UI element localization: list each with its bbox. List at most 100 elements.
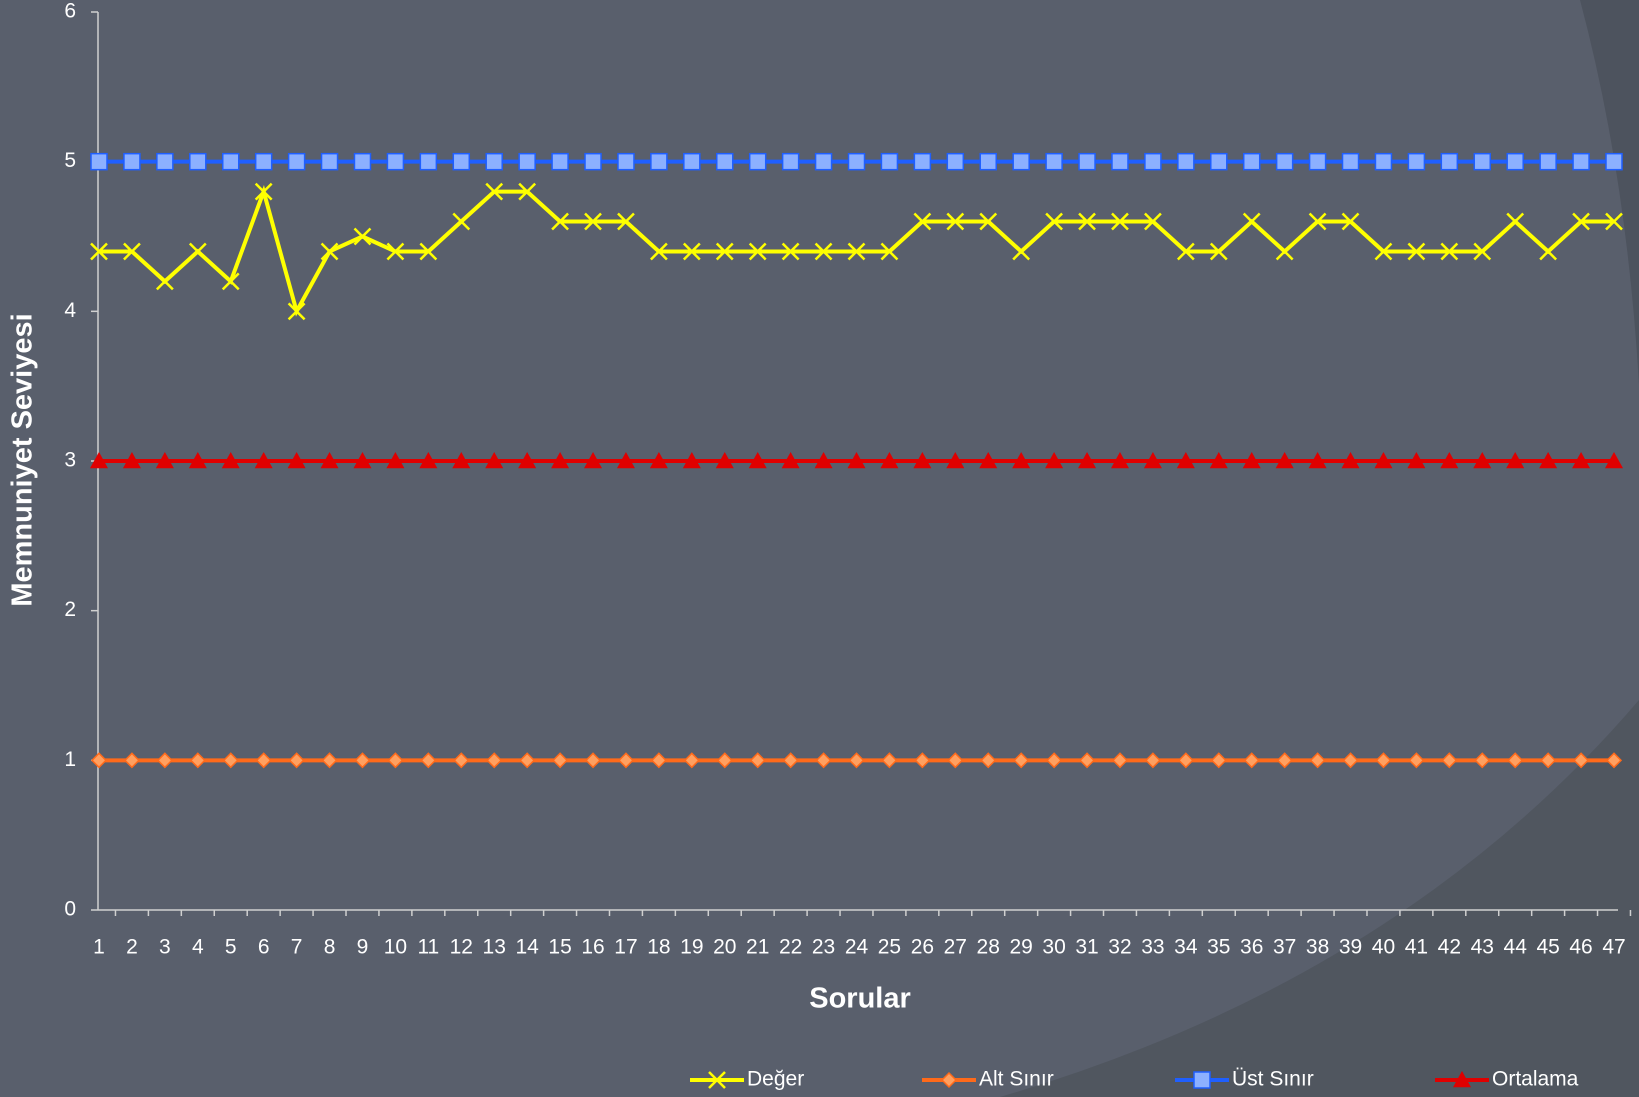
point-marker (1407, 242, 1426, 261)
point-marker (1210, 752, 1227, 769)
point-marker (1374, 242, 1393, 261)
point-marker (123, 242, 141, 261)
point-marker (1045, 452, 1064, 469)
x-tick-label: 1 (93, 936, 105, 959)
point-marker (1013, 752, 1030, 769)
point-marker (1605, 452, 1623, 469)
point-marker (940, 1071, 958, 1089)
point-marker (682, 452, 701, 469)
point-marker (287, 302, 306, 321)
point-marker (782, 752, 799, 769)
point-marker (1144, 152, 1162, 171)
point-marker (419, 152, 438, 171)
x-axis-title: Sorular (809, 983, 911, 1015)
point-marker (708, 1071, 726, 1089)
point-marker (715, 242, 734, 261)
point-marker (946, 212, 965, 231)
point-marker (814, 152, 833, 171)
x-tick-label: 6 (258, 936, 270, 959)
point-marker (1341, 152, 1360, 171)
x-tick-label: 37 (1273, 936, 1296, 959)
point-marker (584, 752, 602, 769)
point-marker (1012, 152, 1030, 171)
point-marker (551, 452, 570, 469)
point-marker (979, 152, 997, 171)
x-tick-label: 28 (977, 936, 1000, 959)
point-marker (1473, 452, 1492, 469)
point-marker (353, 152, 372, 171)
point-marker (1605, 152, 1623, 171)
point-marker (552, 752, 569, 769)
point-marker (1242, 152, 1261, 171)
point-marker (1506, 152, 1524, 171)
x-tick-label: 4 (192, 936, 204, 959)
point-marker (716, 152, 734, 171)
point-marker (221, 452, 240, 469)
point-marker (485, 182, 504, 201)
point-marker (1144, 752, 1161, 769)
x-tick-label: 14 (515, 936, 539, 959)
point-marker (90, 452, 108, 469)
y-tick-label: 0 (64, 898, 76, 921)
x-tick-label: 45 (1536, 936, 1559, 959)
x-tick-label: 9 (357, 936, 369, 959)
point-marker (617, 752, 635, 769)
point-marker (221, 152, 240, 171)
point-marker (189, 752, 206, 769)
point-marker (518, 182, 537, 201)
point-marker (880, 242, 899, 261)
point-marker (353, 227, 372, 246)
point-marker (221, 272, 240, 291)
x-tick-label: 29 (1009, 936, 1032, 959)
point-marker (683, 152, 701, 171)
point-marker (1209, 242, 1228, 261)
point-marker (1572, 452, 1591, 469)
point-marker (90, 242, 108, 261)
point-marker (1375, 752, 1392, 769)
x-tick-label: 42 (1438, 936, 1461, 959)
point-marker (1177, 152, 1195, 171)
point-marker (419, 452, 438, 469)
point-marker (287, 452, 306, 469)
decor-shape (1000, 700, 1639, 1097)
point-marker (617, 152, 635, 171)
x-tick-label: 26 (911, 936, 934, 959)
x-tick-label: 3 (159, 936, 171, 959)
y-tick-label: 2 (64, 598, 76, 621)
point-marker (1242, 452, 1261, 469)
x-tick-label: 2 (126, 936, 138, 959)
x-tick-label: 25 (878, 936, 901, 959)
point-marker (1275, 152, 1294, 171)
point-marker (255, 752, 272, 769)
point-marker (584, 212, 602, 231)
x-tick-label: 11 (417, 936, 439, 959)
point-marker (1111, 752, 1129, 769)
point-marker (748, 452, 767, 469)
point-marker (1374, 452, 1393, 469)
point-marker (1440, 242, 1459, 261)
point-marker (1012, 242, 1031, 261)
point-marker (617, 212, 635, 231)
point-marker (254, 182, 273, 201)
point-marker (914, 752, 931, 769)
x-tick-label: 12 (450, 936, 473, 959)
point-marker (551, 152, 569, 171)
point-marker (1045, 152, 1063, 171)
x-tick-label: 22 (779, 936, 802, 959)
point-marker (1110, 452, 1129, 469)
point-marker (1506, 212, 1525, 231)
point-marker (650, 152, 668, 171)
point-marker (1046, 752, 1063, 769)
x-tick-label: 40 (1372, 936, 1395, 959)
point-marker (386, 152, 405, 171)
point-marker (1441, 752, 1458, 769)
point-marker (90, 152, 108, 171)
point-marker (551, 212, 569, 231)
x-tick-label: 36 (1240, 936, 1263, 959)
x-tick-label: 34 (1174, 936, 1198, 959)
point-marker (518, 152, 536, 171)
point-marker (1309, 752, 1326, 769)
point-marker (1605, 752, 1623, 769)
